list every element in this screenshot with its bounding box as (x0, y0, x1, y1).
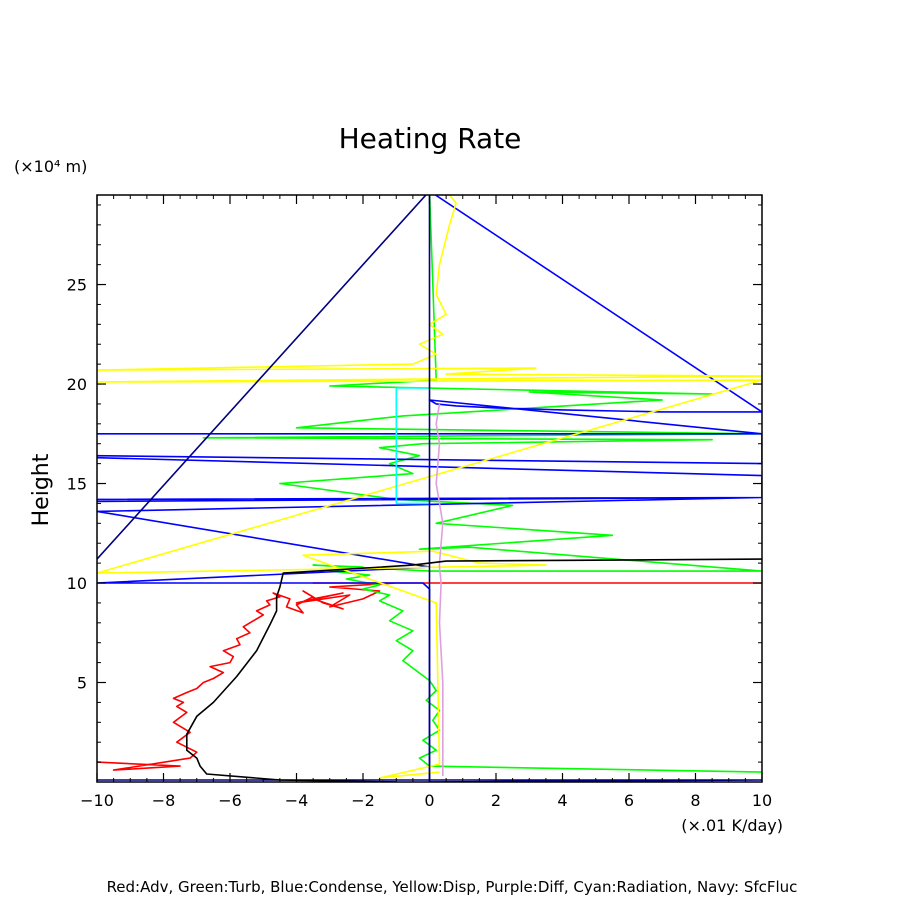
x-unit-label: (×.01 K/day) (681, 816, 783, 835)
series-line-1 (202, 195, 762, 773)
y-tick-label: 10 (67, 574, 87, 593)
plot-frame (96, 194, 763, 783)
series-line-5 (395, 387, 430, 505)
tick-labels: −10 −8 −6 −4 −2 0 2 4 6 8 10 5 10 15 20 25 (67, 276, 773, 810)
y-tick-label: 5 (77, 674, 87, 693)
x-tick-label: 4 (557, 791, 567, 810)
series-line-4 (435, 403, 444, 776)
x-tick-label: −4 (285, 791, 309, 810)
x-tick-label: 8 (690, 791, 700, 810)
y-unit-label: (×10⁴ m) (14, 157, 87, 176)
y-tick-label: 15 (67, 475, 87, 494)
x-tick-label: −8 (152, 791, 176, 810)
series-line-7 (186, 558, 762, 782)
x-tick-label: −10 (80, 791, 114, 810)
y-axis-label: Height (29, 453, 54, 526)
y-tick-label: 20 (67, 375, 87, 394)
series-layer (97, 195, 762, 782)
series-line-0 (97, 582, 762, 771)
chart-title: Heating Rate (339, 122, 522, 155)
legend-caption: Red:Adv, Green:Turb, Blue:Condense, Yell… (107, 878, 798, 896)
x-tick-label: −6 (218, 791, 242, 810)
x-tick-label: 6 (624, 791, 634, 810)
x-tick-label: −2 (351, 791, 375, 810)
series-line-3 (97, 195, 762, 779)
x-tick-label: 10 (752, 791, 772, 810)
x-tick-label: 0 (424, 791, 434, 810)
series-line-6 (97, 195, 762, 782)
y-tick-label: 25 (67, 276, 87, 295)
x-tick-label: 2 (491, 791, 501, 810)
